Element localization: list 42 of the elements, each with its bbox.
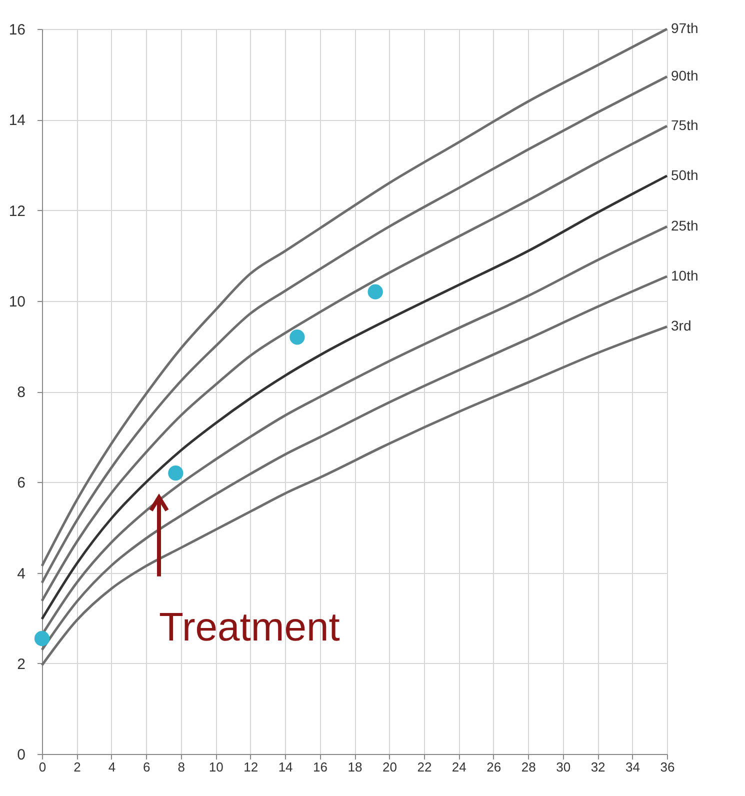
series-label: 50th xyxy=(671,166,698,183)
y-tick-label: 16 xyxy=(8,22,26,38)
x-tick-label: 0 xyxy=(38,760,46,774)
point xyxy=(290,330,305,345)
x-tick-label: 8 xyxy=(178,760,186,774)
y-tick-label: 6 xyxy=(17,474,26,492)
x-tick-label: 28 xyxy=(521,760,536,774)
series-label: 3rd xyxy=(671,318,692,334)
x-tick-label: 12 xyxy=(244,760,258,774)
x-tick-label: 20 xyxy=(382,760,397,774)
x-tick-label: 36 xyxy=(660,760,675,774)
x-tick-label: 2 xyxy=(74,760,81,774)
y-tick-label: 14 xyxy=(8,112,26,130)
x-tick-label: 16 xyxy=(313,760,328,774)
x-tick-label: 14 xyxy=(278,760,293,774)
y-tick-label: 0 xyxy=(17,746,26,764)
x-tick-label: 6 xyxy=(143,760,150,774)
x-tick-label: 10 xyxy=(208,760,224,774)
line-series xyxy=(40,325,668,666)
point xyxy=(368,284,383,300)
x-tick-label: 24 xyxy=(452,760,466,774)
y-tick-label: 12 xyxy=(8,202,26,220)
y-tick-label: 4 xyxy=(17,565,26,582)
x-tick-label: 34 xyxy=(626,760,640,774)
x-tick-label: 18 xyxy=(348,760,362,774)
series-label: 25th xyxy=(671,218,698,234)
y-tick-label: 8 xyxy=(17,384,26,401)
x-tick-label: 4 xyxy=(108,760,116,774)
y-tick-label: 2 xyxy=(17,656,26,673)
x-tick-label: 32 xyxy=(590,760,606,774)
series-label: 75th xyxy=(671,116,698,133)
x-tick-label: 26 xyxy=(486,760,502,774)
point xyxy=(34,630,50,646)
x-tick-label: 30 xyxy=(556,760,571,774)
annotation: Treatment xyxy=(159,605,340,650)
series-label: 10th xyxy=(671,267,698,284)
series-label: 90th xyxy=(671,68,698,84)
x-tick-label: 22 xyxy=(417,760,432,774)
line-series xyxy=(40,275,668,652)
series-label: 97th xyxy=(671,20,698,36)
y-tick-label: 10 xyxy=(8,293,26,310)
point xyxy=(168,465,184,481)
